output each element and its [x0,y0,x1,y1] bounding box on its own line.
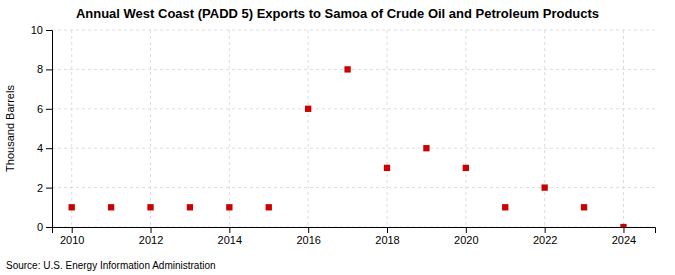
x-tick-label: 2012 [139,234,163,246]
y-tick-mark [46,30,52,31]
title: Annual West Coast (PADD 5) Exports to Sa… [76,6,599,21]
point [305,106,311,112]
point [541,184,547,190]
y-tick-label: 8 [37,63,43,75]
plot-area: 2010 2012 2014 2016 2018 2020 2022 2024 0 2 4 6 8 10 [31,24,656,246]
x-tick: 2018 [375,227,399,246]
x-grid-line [544,30,545,227]
y-tick-label: 2 [37,182,43,194]
y-tick-mark [46,148,52,149]
point [226,204,232,210]
y-axis-line [46,31,53,228]
y-grid-line [52,148,655,149]
y-tick-mark [46,227,52,228]
y-grid-line [52,69,655,70]
y-tick: 6 [37,103,52,115]
y-grid-line [52,108,655,109]
y-tick-label: 10 [31,24,43,36]
x-tick: 2012 [139,227,163,246]
x-grid-line [229,30,230,227]
point [69,204,75,210]
x-axis-line [53,228,656,234]
x-tick-label: 2024 [612,234,636,246]
x-tick-label: 2014 [218,234,242,246]
x-grid-line [150,30,151,227]
x-grid-line [387,30,388,227]
y-axis: 0 2 4 6 8 10 [31,24,53,233]
y-tick-mark [46,69,52,70]
x-grid-line [71,30,72,227]
point [187,204,193,210]
y-tick: 8 [37,63,52,75]
point [581,204,587,210]
point [108,204,114,210]
x-tick-label: 2010 [60,234,84,246]
x-tick: 2014 [218,227,242,246]
y-tick: 0 [37,221,52,233]
x-tick-mark [308,227,309,233]
point [344,66,350,72]
grid [52,30,655,227]
x-tick-mark [151,227,152,233]
y-tick: 10 [31,24,52,36]
x-tick-mark [466,227,467,233]
point [423,145,429,151]
y-axis-label: Thousand Barrels [4,85,16,172]
y-grid-line [52,30,655,31]
x-tick: 2020 [454,227,478,246]
x-tick-label: 2020 [454,234,478,246]
point [620,224,626,227]
x-grid-line [465,30,466,227]
x-tick-label: 2016 [296,234,320,246]
x-tick-mark [623,227,624,233]
y-tick: 4 [37,142,52,154]
y-tick-mark [46,188,52,189]
x-tick: 2010 [60,227,84,246]
x-tick-mark [545,227,546,233]
point [384,165,390,171]
x-axis: 2010 2012 2014 2016 2018 2020 2022 2024 [53,227,656,246]
y-grid-line [52,187,655,188]
chart-svg: 2010 2012 2014 2016 2018 2020 2022 2024 0 2 4 6 8 10 A… [0,0,675,275]
x-grid-line [308,30,309,227]
point [266,204,272,210]
x-tick-label: 2022 [533,234,557,246]
x-tick-label: 2018 [375,234,399,246]
point [502,204,508,210]
y-tick-label: 6 [37,103,43,115]
points [69,66,627,227]
y-tick: 2 [37,182,52,194]
y-tick-label: 0 [37,221,43,233]
x-tick-mark [229,227,230,233]
x-tick-mark [387,227,388,233]
x-tick: 2024 [612,227,636,246]
y-tick-label: 4 [37,142,43,154]
y-tick-mark [46,109,52,110]
x-tick: 2022 [533,227,557,246]
x-grid-line [623,30,624,227]
point [463,165,469,171]
x-tick-mark [72,227,73,233]
x-tick: 2016 [296,227,320,246]
point [147,204,153,210]
source-note: Source: U.S. Energy Information Administ… [6,260,216,271]
